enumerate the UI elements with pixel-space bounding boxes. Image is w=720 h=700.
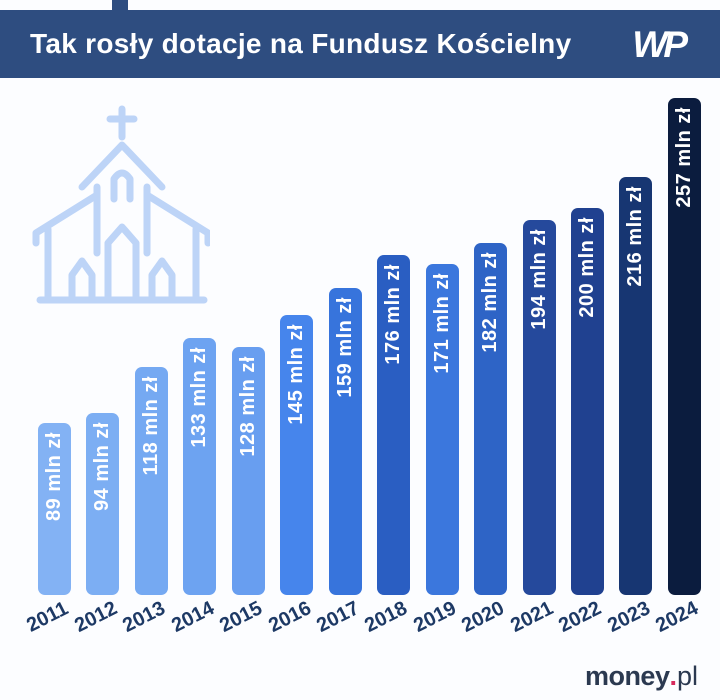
bar-2012: 94 mln zł bbox=[86, 413, 120, 595]
year-tick-2019: 2019 bbox=[410, 597, 460, 637]
year-tick-2017: 2017 bbox=[313, 597, 363, 637]
bar-value-label: 133 mln zł bbox=[188, 346, 211, 448]
year-label: 2015 bbox=[216, 597, 266, 637]
year-label: 2016 bbox=[264, 597, 315, 637]
bar-2024: 257 mln zł bbox=[667, 98, 701, 595]
bar-value-label: 171 mln zł bbox=[430, 273, 453, 374]
year-label: 2022 bbox=[555, 597, 606, 637]
year-tick-2014: 2014 bbox=[168, 597, 218, 637]
bar-value-label: 159 mln zł bbox=[333, 296, 356, 398]
year-tick-2013: 2013 bbox=[119, 597, 169, 637]
year-label: 2024 bbox=[652, 597, 702, 637]
bar-chart: 89 mln zł 94 mln zł 118 mln zł 133 mln zł 12… bbox=[38, 98, 701, 595]
year-tick-2011: 2011 bbox=[23, 597, 72, 636]
bar-value-label: 194 mln zł bbox=[527, 228, 550, 330]
brand-dot: . bbox=[669, 661, 677, 691]
bar-2017: 159 mln zł bbox=[328, 287, 362, 595]
bar-2013: 118 mln zł bbox=[134, 366, 168, 595]
bar-column-2020: 182 mln zł bbox=[474, 98, 508, 595]
bar-column-2011: 89 mln zł bbox=[38, 98, 71, 595]
bar-value-label: 145 mln zł bbox=[285, 323, 308, 425]
church-icon-strokes bbox=[32, 105, 210, 304]
bar-2019: 171 mln zł bbox=[425, 264, 459, 595]
year-tick-2018: 2018 bbox=[362, 597, 412, 637]
year-tick-2022: 2022 bbox=[555, 597, 605, 637]
bar-column-2014: 133 mln zł bbox=[183, 98, 217, 595]
bar-value-label: 94 mln zł bbox=[91, 422, 114, 512]
year-label: 2014 bbox=[167, 597, 218, 637]
bar-column-2019: 171 mln zł bbox=[425, 98, 459, 595]
bar-2023: 216 mln zł bbox=[619, 177, 653, 595]
brand-pl-text: pl bbox=[676, 661, 698, 691]
bar-value-label: 89 mln zł bbox=[43, 431, 65, 521]
brand-money-text: money bbox=[584, 661, 670, 691]
year-axis: 2011 2012 2013 2014 2015 2016 2017 2018 2019 2020… bbox=[23, 597, 702, 637]
year-tick-2012: 2012 bbox=[71, 597, 121, 637]
year-tick-2020: 2020 bbox=[459, 597, 509, 637]
bar-2011: 89 mln zł bbox=[38, 422, 71, 595]
year-tick-2015: 2015 bbox=[216, 597, 266, 637]
bar-column-2024: 257 mln zł bbox=[667, 98, 701, 595]
top-notch bbox=[112, 0, 128, 11]
year-label: 2023 bbox=[603, 597, 654, 637]
bar-2016: 145 mln zł bbox=[280, 314, 314, 595]
bar-value-label: 200 mln zł bbox=[575, 217, 598, 318]
moneypl-logo: money.pl bbox=[585, 663, 698, 690]
bar-column-2017: 159 mln zł bbox=[328, 98, 362, 595]
year-tick-2016: 2016 bbox=[265, 597, 315, 637]
bar-value-label: 216 mln zł bbox=[624, 186, 647, 287]
wp-logo: WP bbox=[632, 23, 688, 65]
bar-value-label: 257 mln zł bbox=[672, 107, 695, 208]
year-label: 2012 bbox=[70, 597, 121, 637]
year-label: 2017 bbox=[313, 597, 363, 637]
bar-column-2013: 118 mln zł bbox=[134, 98, 168, 595]
year-tick-2024: 2024 bbox=[652, 597, 702, 637]
chart-title: Tak rosły dotacje na Fundusz Kościelny bbox=[30, 28, 572, 59]
bar-2015: 128 mln zł bbox=[231, 347, 265, 595]
bar-2014: 133 mln zł bbox=[183, 337, 217, 595]
year-label: 2021 bbox=[506, 597, 557, 637]
bar-column-2012: 94 mln zł bbox=[86, 98, 120, 595]
year-label: 2018 bbox=[361, 597, 412, 637]
year-label: 2019 bbox=[410, 597, 460, 637]
bar-column-2016: 145 mln zł bbox=[280, 98, 314, 595]
year-tick-2023: 2023 bbox=[604, 597, 654, 637]
bar-column-2021: 194 mln zł bbox=[522, 98, 556, 595]
bar-value-label: 128 mln zł bbox=[236, 356, 259, 458]
year-label: 2013 bbox=[119, 597, 169, 637]
bar-column-2023: 216 mln zł bbox=[619, 98, 653, 595]
bar-column-2022: 200 mln zł bbox=[570, 98, 604, 595]
bar-2018: 176 mln zł bbox=[377, 254, 411, 595]
bar-value-label: 182 mln zł bbox=[479, 252, 502, 353]
bar-2021: 194 mln zł bbox=[522, 219, 556, 595]
header-bar: Tak rosły dotacje na Fundusz Kościelny W… bbox=[0, 10, 720, 78]
bar-column-2018: 176 mln zł bbox=[377, 98, 411, 595]
church-icon bbox=[32, 105, 210, 304]
bar-value-label: 176 mln zł bbox=[382, 263, 405, 365]
bar-2020: 182 mln zł bbox=[474, 243, 508, 595]
bar-2022: 200 mln zł bbox=[570, 208, 604, 595]
year-label: 2020 bbox=[458, 597, 509, 637]
bar-column-2015: 128 mln zł bbox=[231, 98, 265, 595]
bar-value-label: 118 mln zł bbox=[139, 375, 162, 476]
year-label: 2011 bbox=[22, 597, 72, 637]
year-tick-2021: 2021 bbox=[507, 597, 557, 637]
